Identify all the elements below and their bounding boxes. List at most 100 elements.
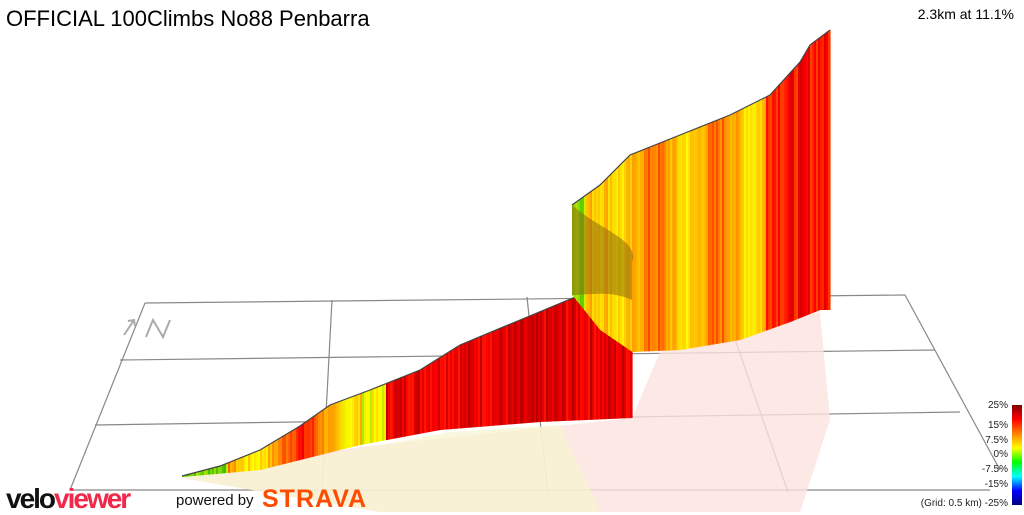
profile-stripe [270, 442, 273, 468]
profile-stripe [642, 149, 645, 352]
profile-stripe [472, 339, 475, 428]
profile-top-edge [571, 29, 831, 206]
profile-stripe [820, 36, 823, 310]
profile-stripe [308, 419, 311, 458]
profile-stripe [774, 88, 777, 328]
profile-stripe [416, 370, 419, 435]
profile-stripe [240, 457, 243, 472]
grid-note: (Grid: 0.5 km) [920, 498, 982, 509]
profile-stripe [648, 147, 651, 352]
profile-stripe [686, 131, 689, 349]
profile-stripe [794, 66, 797, 321]
profile-stripe [644, 148, 647, 352]
profile-stripe [640, 150, 643, 352]
profile-stripe [302, 423, 305, 460]
profile-stripe [494, 330, 497, 426]
profile-stripe [214, 467, 217, 475]
profile-stripe [706, 123, 709, 346]
profile-stripe [368, 390, 371, 444]
grid-line [904, 294, 1001, 471]
profile-stripe [202, 470, 205, 476]
profile-stripe [646, 147, 649, 352]
profile-stripe [520, 319, 523, 424]
profile-stripe [398, 378, 401, 438]
profile-stripe [650, 146, 653, 352]
profile-stripe [406, 374, 409, 437]
profile-stripe [786, 75, 789, 324]
profile-stripe [448, 351, 451, 430]
profile-stripe [762, 98, 765, 333]
profile-stripe [258, 450, 261, 471]
profile-stripe [812, 42, 815, 314]
profile-stripe [636, 151, 639, 352]
profile-stripe [804, 51, 807, 317]
profile-reflection-near [182, 425, 600, 512]
profile-stripe [466, 341, 469, 428]
profile-stripe [526, 316, 529, 424]
profile-stripe [452, 348, 455, 430]
profile-stripe [252, 452, 255, 471]
profile-stripe [480, 335, 483, 427]
profile-stripe [210, 468, 213, 475]
profile-stripe [768, 95, 771, 330]
profile-stripe [684, 132, 687, 350]
profile-stripe [426, 365, 429, 433]
profile-stripe [346, 398, 349, 449]
profile-stripe [438, 357, 441, 431]
page-title: OFFICIAL 100Climbs No88 Penbarra [6, 6, 370, 31]
profile-stripe [242, 456, 245, 472]
profile-stripe [668, 139, 671, 351]
profile-stripe [288, 432, 291, 463]
profile-stripe [402, 376, 405, 438]
profile-stripe [748, 105, 751, 338]
profile-stripe [442, 355, 445, 430]
profile-stripe [474, 338, 477, 428]
profile-stripe [436, 358, 439, 431]
profile-stripe [758, 100, 761, 334]
profile-stripe [446, 352, 449, 430]
grid-line [69, 302, 146, 491]
profile-stripe [720, 118, 723, 344]
veloviewer-logo[interactable]: veloviewer [6, 483, 131, 514]
profile-stripe [742, 108, 745, 340]
profile-stripe [392, 380, 395, 439]
profile-stripe [808, 45, 811, 315]
profile-stripe [420, 368, 423, 434]
profile-stripe [716, 119, 719, 344]
profile-stripe [518, 320, 521, 424]
profile-stripe [314, 414, 317, 457]
profile-stripe [444, 353, 447, 430]
profile-stripe [396, 378, 399, 439]
profile-stripe [664, 140, 667, 351]
profile-stripe [462, 343, 465, 429]
scale-tick: 15% [987, 420, 1008, 431]
profile-stripe [714, 120, 717, 345]
profile-stripe [718, 119, 721, 344]
profile-stripe [522, 318, 525, 424]
profile-turn [572, 205, 634, 300]
strava-logo[interactable]: STRAVA [262, 485, 368, 513]
profile-stripe [582, 292, 585, 421]
profile-stripe [730, 114, 733, 342]
profile-stripe [424, 366, 427, 433]
profile-stripe [490, 331, 493, 426]
profile-stripe [692, 129, 695, 348]
profile-stripe [292, 429, 295, 462]
profile-stripe [250, 453, 253, 471]
profile-stripe [440, 356, 443, 430]
profile-stripe [538, 311, 541, 423]
profile-stripe [230, 461, 233, 473]
profile-stripe [814, 40, 817, 313]
gradient-color-scale [1012, 405, 1022, 505]
profile-stripe [796, 64, 799, 320]
north-arrow-icon [123, 318, 136, 336]
profile-stripe [460, 344, 463, 429]
profile-stripe [516, 320, 519, 424]
profile-stripe [764, 97, 767, 332]
profile-stripe [492, 330, 495, 426]
profile-stripe [822, 34, 825, 310]
profile-stripe [654, 144, 657, 352]
profile-stripe [422, 367, 425, 434]
profile-stripe [726, 115, 729, 343]
profile-stripe [652, 145, 655, 352]
